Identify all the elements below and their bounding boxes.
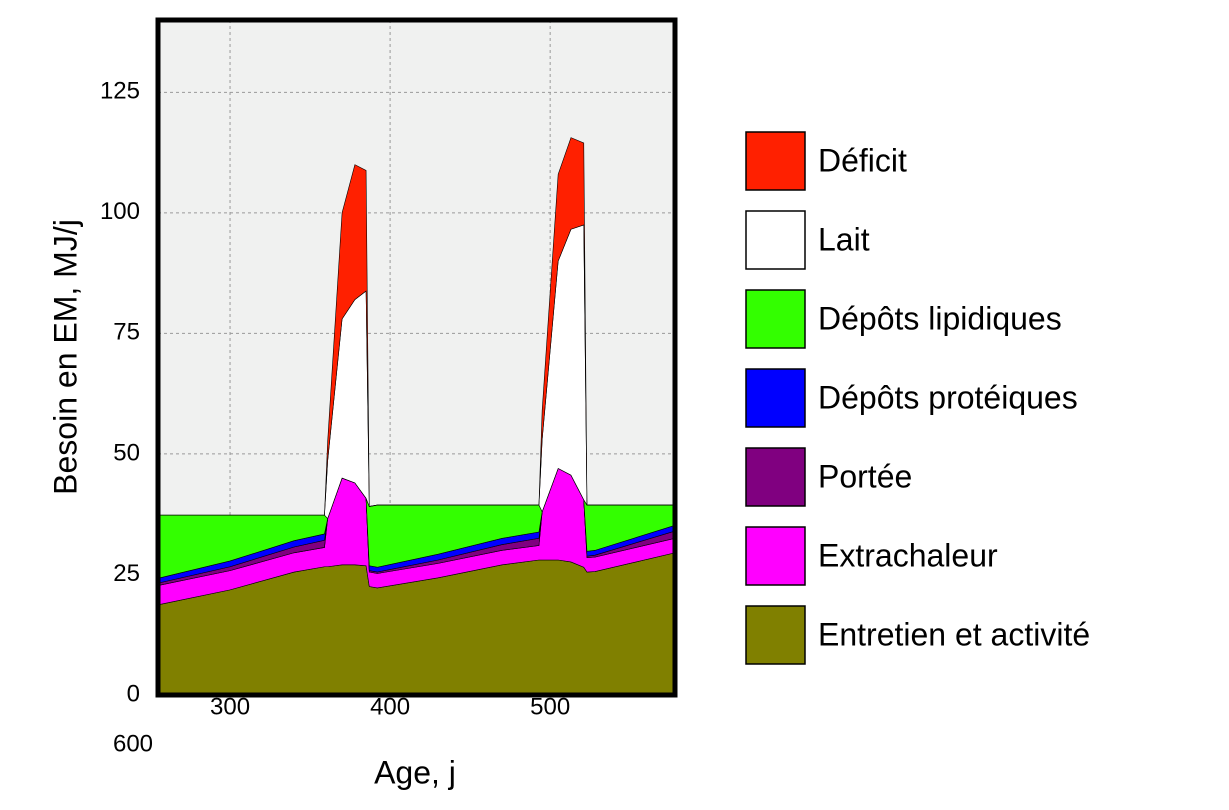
y-axis-label: Besoin en EM, MJ/j <box>47 219 83 495</box>
legend-label: Entretien et activité <box>818 616 1090 652</box>
y-tick-label: 75 <box>113 319 140 346</box>
plot-frame <box>155 17 678 698</box>
y-tick-label: 100 <box>100 198 140 225</box>
x-axis-label: Age, j <box>374 754 456 790</box>
legend-swatch <box>745 605 806 665</box>
y-tick-label: 125 <box>100 78 140 105</box>
legend-label: Dépôts lipidiques <box>818 300 1062 336</box>
area <box>158 137 675 516</box>
legend-swatch <box>745 131 806 191</box>
legend-label: Extrachaleur <box>818 537 998 573</box>
legend-swatch <box>745 210 806 270</box>
x-tick-label: 400 <box>370 693 410 720</box>
legend-label: Déficit <box>818 142 907 178</box>
x-tick-label: 500 <box>530 693 570 720</box>
legend-swatch <box>745 368 806 428</box>
annotation: 600 <box>113 730 153 757</box>
x-tick-label: 300 <box>210 693 250 720</box>
legend-swatch <box>745 526 806 586</box>
legend-swatch <box>745 289 806 349</box>
y-tick-label: 25 <box>113 560 140 587</box>
legend-label: Portée <box>818 458 912 494</box>
legend-label: Lait <box>818 221 870 257</box>
legend-label: Dépôts protéiques <box>818 379 1078 415</box>
y-tick-label: 0 <box>127 680 140 707</box>
legend-swatch <box>745 447 806 507</box>
y-tick-label: 50 <box>113 439 140 466</box>
